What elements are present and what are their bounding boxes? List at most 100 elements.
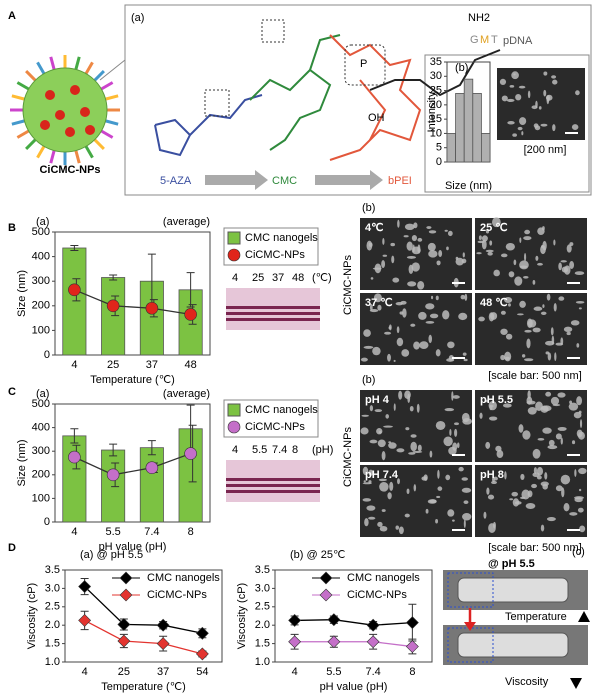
sem-particle: [397, 478, 400, 485]
marker: [156, 637, 170, 651]
sem-particle: [558, 296, 565, 301]
x-tick-label: 25: [107, 359, 119, 371]
sem-particle: [569, 261, 575, 269]
sem-particle: [569, 512, 578, 516]
label: 37: [272, 272, 284, 284]
marker: [288, 635, 302, 649]
particle-strand: [105, 119, 119, 126]
sem-particle: [382, 238, 385, 245]
particle-strand: [84, 61, 94, 75]
label: 8: [292, 444, 298, 456]
sem-particle: [577, 507, 584, 513]
y-tick-label: 30: [430, 70, 442, 82]
y-tick-label: 100: [32, 492, 50, 504]
sem-particle: [391, 255, 395, 264]
y-axis-label: Intensity: [426, 91, 438, 132]
sem-particle: [406, 255, 417, 259]
sem-particle: [537, 262, 543, 266]
sem-particle: [550, 396, 560, 406]
sem-particle: [455, 257, 464, 266]
bar: [446, 133, 457, 163]
marker: [68, 450, 81, 464]
label: Viscosity: [505, 676, 549, 688]
marker: [145, 461, 159, 475]
sem-particle: [476, 252, 482, 255]
sem-particle: [538, 106, 542, 110]
sem-particle: [428, 250, 438, 258]
sem-particle: [421, 476, 428, 481]
sem-particle: [406, 241, 413, 251]
sem-particle: [445, 474, 451, 481]
sem-particle: [553, 239, 556, 246]
y-tick-label: 100: [32, 324, 50, 336]
label: (pH): [312, 444, 333, 456]
label: 4℃: [365, 222, 383, 234]
y-tick-label: 1.5: [255, 638, 270, 650]
sem-particle: [512, 133, 517, 137]
sem-particle: [406, 488, 410, 495]
sem-particle: [557, 392, 566, 398]
sem-particle: [519, 117, 527, 125]
sem-particle: [535, 401, 543, 411]
sem-particle: [363, 329, 371, 337]
sem-particle: [552, 79, 558, 85]
sem-particle: [505, 242, 515, 251]
sem-particle: [360, 427, 369, 435]
particle-strand: [74, 56, 81, 70]
marker: [145, 301, 159, 315]
label: pDNA: [503, 35, 533, 47]
label: 48 ℃: [480, 297, 508, 309]
sem-particle: [547, 352, 552, 361]
label: [200 nm]: [524, 144, 567, 156]
sem-particle: [576, 396, 583, 406]
sem-particle: [418, 311, 427, 320]
x-axis-label: Temperature (℃): [101, 681, 186, 693]
sem-particle: [370, 277, 374, 280]
sem-particle: [388, 442, 397, 449]
particle-strand: [25, 70, 37, 82]
sem-particle: [519, 237, 522, 243]
line: [74, 289, 191, 316]
sem-particle: [578, 431, 585, 440]
y-tick-label: 200: [32, 469, 50, 481]
line: [84, 619, 203, 655]
error-bar: [70, 428, 79, 444]
marker: [195, 647, 209, 661]
sem-particle: [526, 338, 531, 349]
sem-particle: [507, 303, 511, 307]
sem-particle: [369, 309, 379, 313]
x-tick-label: 4: [292, 666, 298, 678]
sem-particle: [579, 525, 586, 533]
sem-particle: [395, 301, 404, 306]
marker: [327, 613, 341, 627]
x-tick-label: 37: [157, 666, 169, 678]
sem-particle: [429, 499, 437, 504]
sem-particle: [410, 441, 417, 452]
sem-particle: [534, 125, 541, 131]
sem-particle: [477, 240, 485, 244]
panel-letter: B: [8, 222, 16, 234]
sem-particle: [519, 265, 528, 269]
sem-particle: [509, 498, 514, 501]
sem-particle: [462, 418, 472, 425]
sem-particle: [571, 124, 579, 130]
sem-particle: [417, 281, 425, 290]
vial: [457, 632, 569, 658]
sem-particle: [436, 495, 441, 499]
marker: [184, 447, 197, 460]
label: (℃): [312, 272, 332, 284]
sem-particle: [430, 295, 434, 300]
label: 37 ℃: [365, 297, 393, 309]
sem-particle: [377, 304, 382, 311]
sem-particle: [511, 491, 519, 497]
label: [scale bar: 500 nm]: [488, 542, 582, 554]
sem-particle: [408, 452, 416, 455]
particle-dot: [55, 110, 65, 120]
sem-particle: [361, 414, 369, 417]
sem-particle: [460, 294, 466, 300]
sem-particle: [502, 403, 512, 408]
sem-particle: [449, 429, 452, 436]
particle-strand: [36, 61, 46, 75]
sem-particle: [369, 405, 374, 412]
